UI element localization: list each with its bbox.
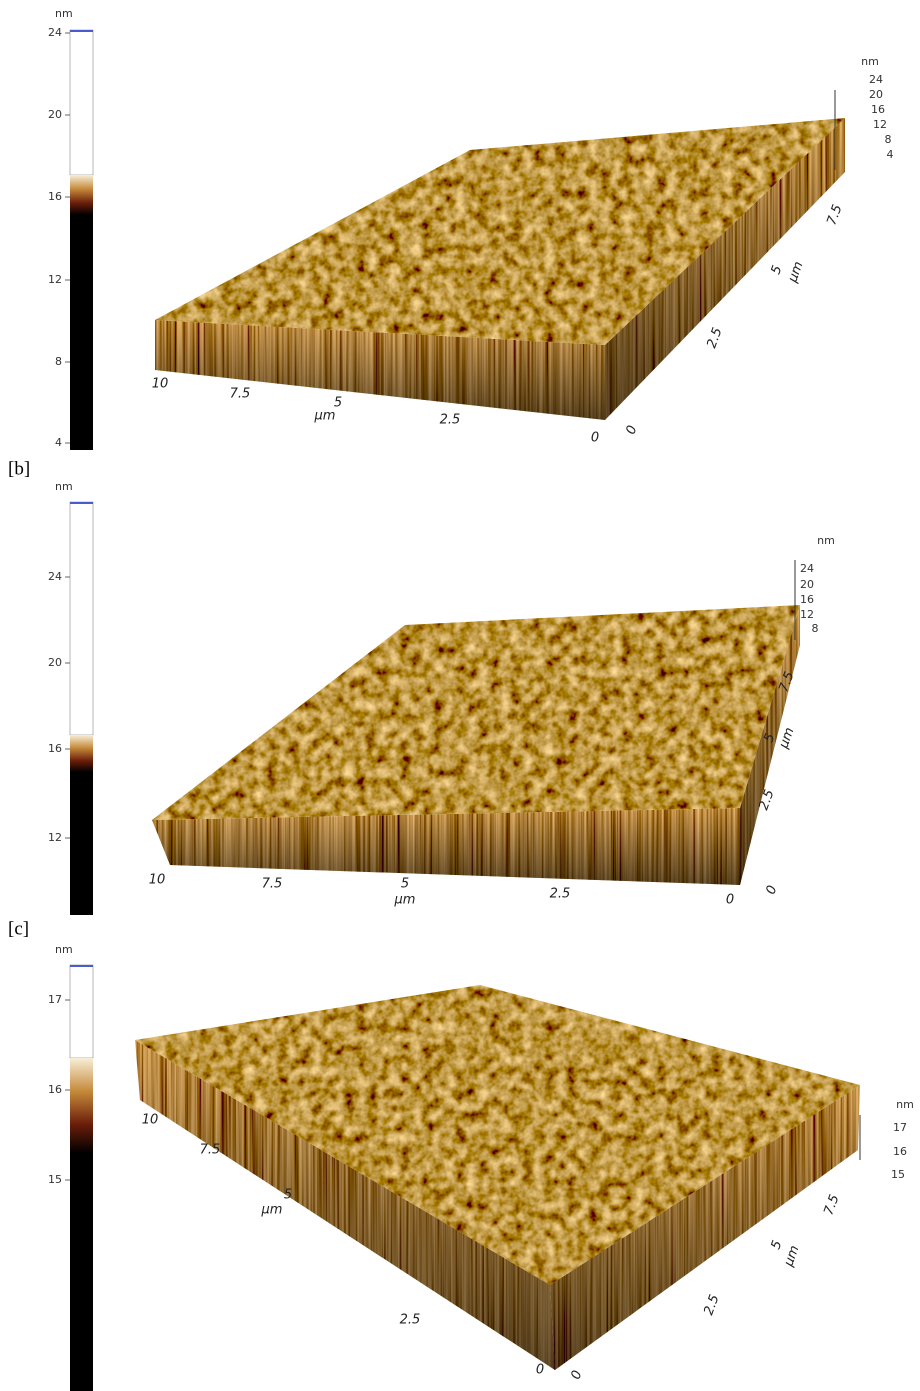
- x-axis-tick: 7.5: [200, 1143, 221, 1158]
- y-axis-tick: 7.5: [821, 1193, 842, 1218]
- colorbar-white: [70, 30, 93, 175]
- colorbar-gradient: [70, 1058, 93, 1153]
- colorbar-black: [70, 1153, 93, 1391]
- colorbar-tick: 16: [48, 190, 62, 203]
- colorbar-white: [70, 502, 93, 735]
- colorbar-tick: 15: [48, 1173, 62, 1186]
- panel-label: [c]: [8, 918, 29, 939]
- y-axis-unit: µm: [785, 260, 807, 286]
- x-axis-tick: 2.5: [400, 1313, 421, 1328]
- z-axis-tick: 8: [885, 133, 892, 146]
- colorbar-white: [70, 965, 93, 1058]
- panel-label: [b]: [8, 458, 30, 479]
- z-axis-tick: 8: [812, 622, 819, 635]
- colorbar-tick: 8: [55, 355, 62, 368]
- y-axis-tick: 2.5: [701, 1293, 722, 1318]
- y-axis-tick: 0: [764, 884, 781, 897]
- x-axis-tick: 5: [401, 877, 409, 892]
- z-axis-tick: 17: [893, 1121, 907, 1134]
- front-shade: [152, 808, 740, 885]
- z-axis-tick: 16: [871, 103, 885, 116]
- z-axis-tick: 16: [800, 593, 814, 606]
- z-axis-tick: 12: [800, 608, 814, 621]
- colorbar-tick: 17: [48, 993, 62, 1006]
- colorbar-tick: 24: [48, 570, 62, 583]
- colorbar-tick: 12: [48, 831, 62, 844]
- x-axis-tick: 10: [149, 873, 166, 888]
- z-axis-tick: 16: [893, 1145, 907, 1158]
- z-axis-tick: 12: [873, 118, 887, 131]
- y-axis-tick: 5: [769, 1239, 786, 1252]
- colorbar-gradient: [70, 175, 93, 215]
- z-axis-unit: nm: [861, 55, 879, 68]
- z-axis-tick: 20: [800, 578, 814, 591]
- x-axis-unit: µm: [261, 1203, 283, 1218]
- z-axis-tick: 4: [887, 148, 894, 161]
- colorbar-unit: nm: [55, 480, 73, 493]
- y-axis-tick: 7.5: [824, 203, 845, 228]
- colorbar-unit: nm: [55, 7, 73, 20]
- colorbar-tick: 24: [48, 26, 62, 39]
- x-axis-tick: 7.5: [230, 387, 251, 402]
- x-axis-tick: 2.5: [440, 413, 461, 428]
- x-axis-tick: 2.5: [550, 887, 571, 902]
- colorbar-tick: 4: [55, 436, 62, 449]
- top-surface: [152, 605, 800, 820]
- colorbar-tick: 20: [48, 108, 62, 121]
- x-axis-tick: 10: [142, 1113, 159, 1128]
- x-axis-unit: µm: [314, 409, 336, 424]
- y-axis-tick: 0: [569, 1369, 586, 1382]
- y-axis-tick: 5: [769, 264, 786, 277]
- z-axis-tick: 24: [869, 73, 883, 86]
- x-axis-tick: 5: [284, 1188, 292, 1203]
- z-axis-tick: 24: [800, 562, 814, 575]
- colorbar-unit: nm: [55, 943, 73, 956]
- z-axis-unit: nm: [896, 1098, 914, 1111]
- x-axis-tick: 0: [536, 1363, 544, 1378]
- x-axis-tick: 0: [591, 431, 599, 446]
- x-axis-tick: 0: [726, 893, 734, 908]
- colorbar-tick: 12: [48, 273, 62, 286]
- y-axis-unit: µm: [781, 1244, 803, 1270]
- afm-figure: nm2420161284nm2420161284107.552.50µm02.5…: [0, 0, 920, 1391]
- x-axis-unit: µm: [394, 893, 416, 908]
- y-axis-tick: 2.5: [704, 326, 725, 351]
- colorbar-black: [70, 215, 93, 450]
- x-axis-tick: 7.5: [262, 877, 283, 892]
- z-axis-tick: 15: [891, 1168, 905, 1181]
- colorbar-tick: 16: [48, 1083, 62, 1096]
- y-axis-tick: 0: [624, 424, 641, 437]
- z-axis-unit: nm: [817, 534, 835, 547]
- y-axis-unit: µm: [776, 726, 798, 752]
- x-axis-tick: 10: [152, 377, 169, 392]
- z-axis-tick: 20: [869, 88, 883, 101]
- colorbar-tick: 16: [48, 742, 62, 755]
- colorbar-black: [70, 772, 93, 915]
- colorbar-gradient: [70, 735, 93, 772]
- colorbar-tick: 20: [48, 656, 62, 669]
